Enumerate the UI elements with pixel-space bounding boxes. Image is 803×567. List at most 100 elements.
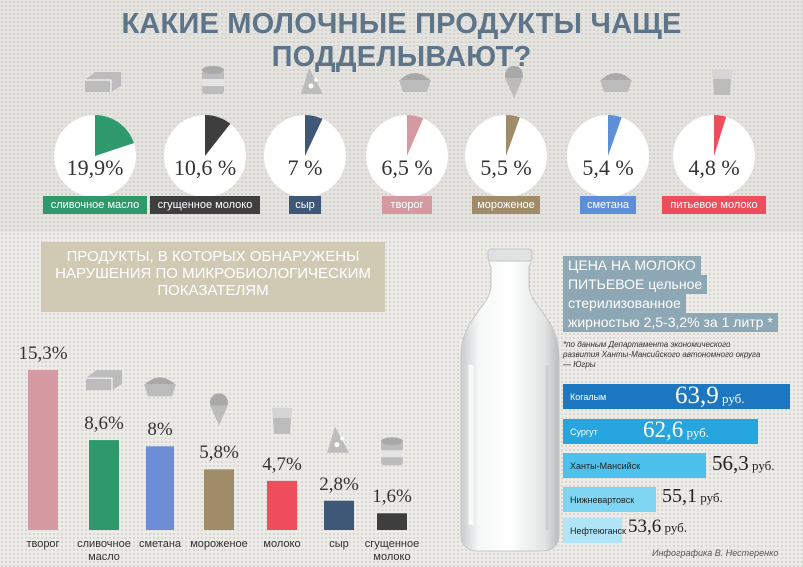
price-value-label: 55,1 руб. xyxy=(662,485,723,508)
bar-value-label: 15,3% xyxy=(18,343,68,364)
price-city-label: Когалым xyxy=(570,392,607,402)
price-bar: Нефтеюганск xyxy=(563,518,626,543)
price-value: 55,1 xyxy=(662,485,697,507)
bar-title-line: ПРОДУКТЫ, В КОТОРЫХ ОБНАРУЖЕНЫ xyxy=(66,248,360,265)
bar-value-label: 1,6% xyxy=(372,486,412,508)
pie-category-label: сгущенное молоко xyxy=(150,196,260,214)
price-city-label: Нефтеюганск xyxy=(570,526,626,536)
bar-category-label: молоко xyxy=(246,538,318,551)
bar-value-label: 8% xyxy=(147,419,173,441)
bar xyxy=(89,440,119,530)
pie-value-label: 19,9% xyxy=(66,155,124,180)
bar xyxy=(28,370,58,530)
bar-product-icon-butter xyxy=(86,370,122,391)
bar-product-icon-glass xyxy=(272,407,292,434)
bar-category-line: сгущенное xyxy=(364,538,420,550)
price-title-line: жирностью 2,5-3,2% за 1 литр * xyxy=(563,313,778,332)
pie-slice xyxy=(506,115,520,156)
bar-value-label: 4,7% xyxy=(262,453,302,475)
pie-value-label: 5,4 % xyxy=(582,155,634,180)
bar xyxy=(204,469,234,530)
bar-title-line: ПОКАЗАТЕЛЯМ xyxy=(157,282,269,299)
pie-chart-row xyxy=(54,66,755,197)
pie-value-label: 6,5 % xyxy=(381,155,433,180)
price-value-label: 62,6 руб. xyxy=(643,417,709,443)
price-value: 63,9 xyxy=(675,382,719,409)
bar-value-label: 8,6% xyxy=(84,413,124,435)
price-value: 53,6 xyxy=(628,516,662,537)
bar-category-label: сгущенное молоко xyxy=(356,538,428,564)
pie-value-label: 4,8 % xyxy=(688,155,740,180)
bar-category-line: сыр xyxy=(329,538,349,550)
page-title: КАКИЕ МОЛОЧНЫЕ ПРОДУКТЫ ЧАЩЕ ПОДДЕЛЫВАЮТ… xyxy=(121,8,682,73)
bar-category-label: мороженое xyxy=(183,538,255,551)
bar-product-icon-cone xyxy=(210,393,228,426)
pie-slice xyxy=(95,115,134,156)
pie-slice xyxy=(305,115,323,156)
product-icon-bowl xyxy=(399,73,431,92)
price-title-line: ЦЕНА НА МОЛОКО xyxy=(563,256,701,275)
pie-category-label: творог xyxy=(382,196,432,214)
price-unit: руб. xyxy=(683,425,710,440)
price-value: 62,6 xyxy=(643,417,684,442)
product-icon-cheese xyxy=(301,68,323,94)
bar-category-label: сливочное масло xyxy=(68,538,140,564)
milk-bottle-image xyxy=(460,248,560,552)
bar-value-label: 2,8% xyxy=(319,473,359,495)
bar-category-label: творог xyxy=(7,538,79,551)
bar-category-label: сметана xyxy=(124,538,196,551)
pie-slice xyxy=(608,115,622,156)
bar-category-line: сметана xyxy=(138,538,182,550)
price-bar: Нижневартовск xyxy=(563,487,656,512)
pie-slice xyxy=(407,115,424,156)
price-value-label: 63,9 руб. xyxy=(675,382,745,410)
bar xyxy=(324,500,354,530)
pie-value-label: 5,5 % xyxy=(480,155,532,180)
price-value: 56,3 xyxy=(712,451,749,475)
bar xyxy=(267,480,297,530)
bar xyxy=(146,446,174,530)
price-bar: Когалым xyxy=(563,384,790,409)
bar xyxy=(377,513,407,530)
bar-chart xyxy=(28,370,407,530)
credit-text: Инфографика В. Нестеренко xyxy=(652,548,779,558)
price-city-label: Ханты-Мансийск xyxy=(570,461,641,471)
pie-category-label: сыр xyxy=(289,196,321,214)
price-city-label: Нижневартовск xyxy=(570,495,635,505)
pie-slice xyxy=(205,115,231,156)
bar-category-line: сливочное xyxy=(77,538,131,550)
bar-category-line: молоко xyxy=(263,538,301,550)
bar-category-line: творог xyxy=(26,538,60,550)
price-city-label: Сургут xyxy=(570,427,598,437)
bar-category-label: сыр xyxy=(303,538,375,551)
pie-slice xyxy=(714,115,727,156)
pie-value-label: 7 % xyxy=(287,155,323,180)
price-title-line: ПИТЬЕВОЕ цельное xyxy=(563,275,708,294)
pie-category-label: сливочное масло xyxy=(43,196,147,214)
price-title-line: стерилизованное xyxy=(563,294,686,313)
product-icon-can xyxy=(202,66,224,94)
bar-product-icon-cheese xyxy=(327,426,349,453)
bar-category-line: молоко xyxy=(373,551,411,563)
price-bar: Ханты-Мансийск xyxy=(563,453,706,478)
price-unit: руб. xyxy=(697,490,723,505)
price-value-label: 56,3 руб. xyxy=(712,451,775,476)
bar-category-line: мороженое xyxy=(190,538,248,550)
price-unit: руб. xyxy=(748,458,775,473)
price-unit: руб. xyxy=(718,391,745,406)
bar-chart-title: ПРОДУКТЫ, В КОТОРЫХ ОБНАРУЖЕНЫ НАРУШЕНИЯ… xyxy=(41,242,385,312)
pie-category-label: сметана xyxy=(580,196,636,214)
pie-value-label: 10,6 % xyxy=(173,155,237,180)
price-unit: руб. xyxy=(661,520,688,535)
pie-category-label: питьевое молоко xyxy=(662,196,766,214)
product-icon-butter xyxy=(85,72,121,92)
bar-value-label: 5,8% xyxy=(199,442,239,464)
bar-product-icon-can xyxy=(381,437,403,466)
price-bar: Сургут xyxy=(563,419,758,444)
bar-title-line: НАРУШЕНИЯ ПО МИКРОБИОЛОГИЧЕСКИМ xyxy=(55,265,371,282)
price-value-label: 53,6 руб. xyxy=(628,516,687,538)
source-note: *по данным Департамента экономического р… xyxy=(563,340,761,369)
product-icon-cone xyxy=(505,66,523,98)
bar-product-icon-bowl xyxy=(144,377,176,397)
pie-category-label: мороженое xyxy=(472,196,540,214)
